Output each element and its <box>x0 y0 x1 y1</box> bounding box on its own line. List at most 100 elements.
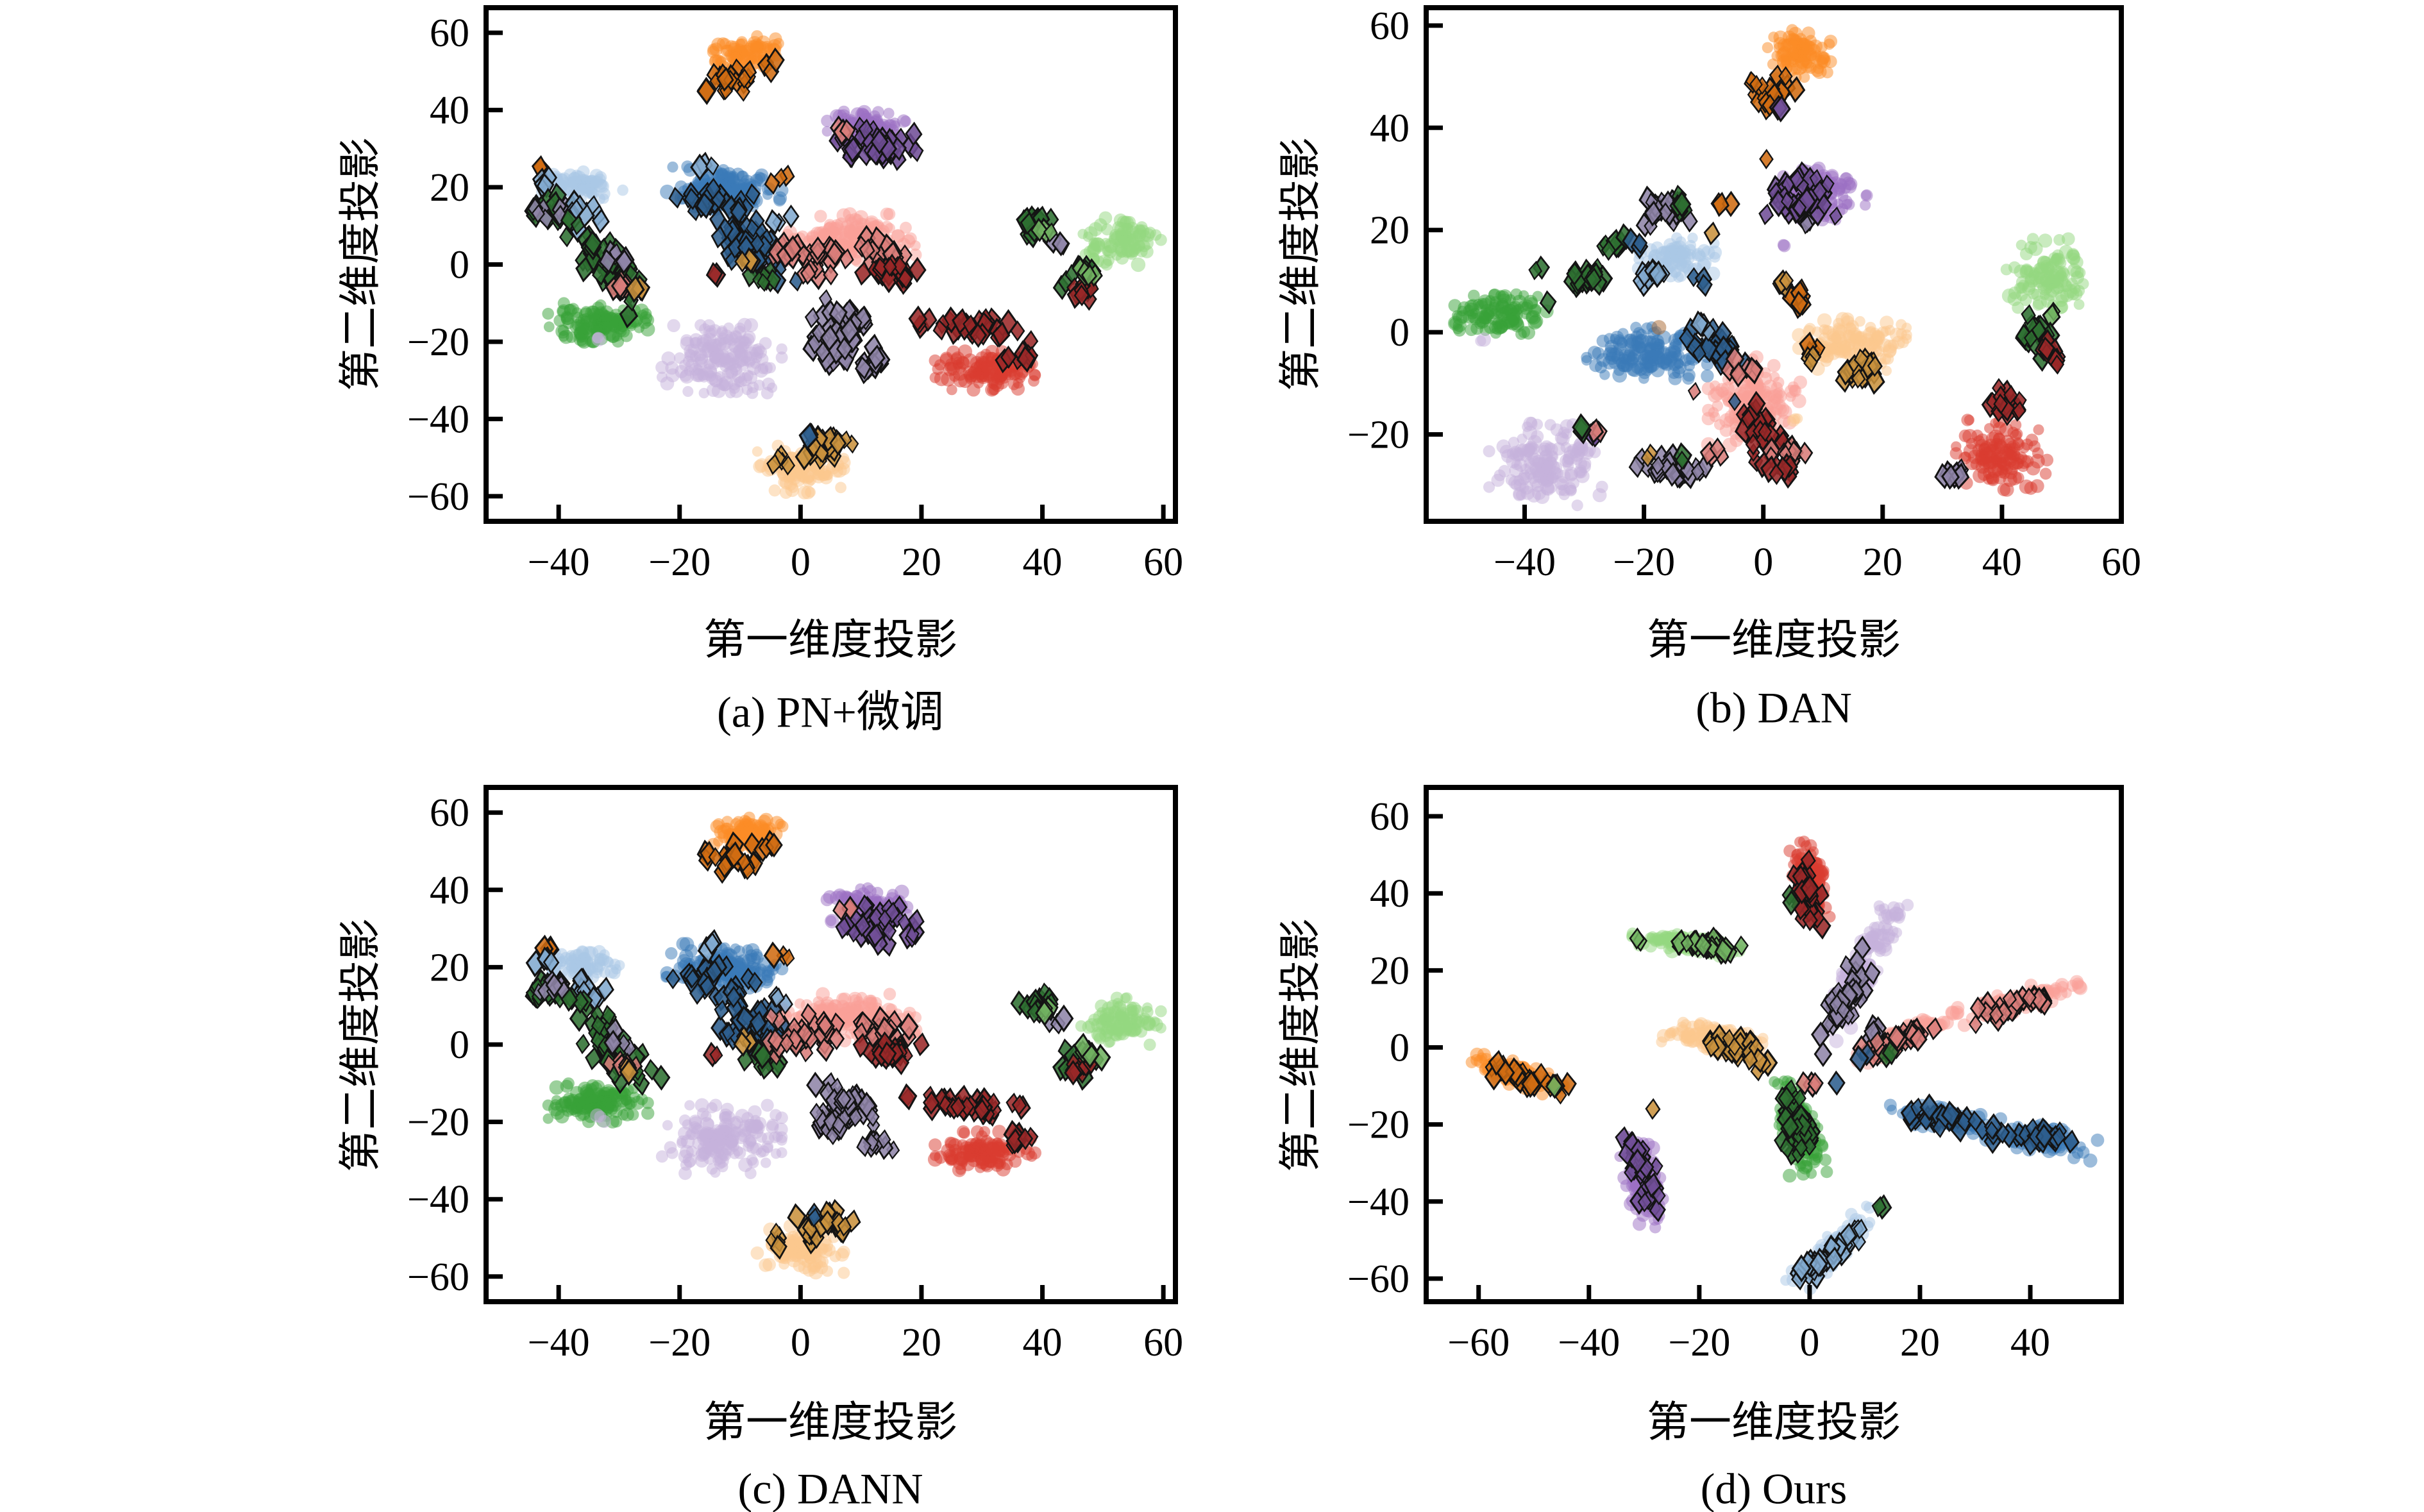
data-point-diamond-blue <box>1698 334 1718 363</box>
data-point-circle-lightpurple <box>735 375 747 388</box>
y-tick-label: 0 <box>450 244 469 287</box>
data-point-diamond-purple <box>1829 206 1843 226</box>
data-point-circle-lightgreen <box>1075 1020 1087 1032</box>
data-point-diamond-red <box>883 256 897 277</box>
data-point-circle-lightpurple <box>1556 478 1569 491</box>
x-tick-label: 20 <box>1863 541 1903 584</box>
data-point-circle-red <box>946 384 957 396</box>
data-point-circle-lightpurple <box>712 1155 723 1166</box>
data-point-diamond-lightblue <box>690 153 710 181</box>
data-point-circle-salmon <box>910 240 921 251</box>
x-tick-label: −40 <box>528 541 590 584</box>
data-point-circle-salmon <box>1710 386 1724 401</box>
data-point-circle-red <box>2028 440 2041 453</box>
data-point-diamond-lightpurple <box>804 307 820 328</box>
data-point-diamond-lightorange <box>1837 359 1856 386</box>
data-point-circle-green <box>594 299 607 311</box>
data-point-circle-lightpurple <box>1519 483 1529 494</box>
data-point-diamond-blue <box>1696 273 1713 298</box>
data-point-circle-lightorange <box>802 1263 816 1277</box>
data-point-circle-lightpurple <box>761 1098 774 1112</box>
data-point-circle-lightblue <box>594 173 606 185</box>
data-point-diamond-red <box>932 319 948 341</box>
data-point-circle-lightblue <box>1648 249 1662 263</box>
data-point-circle-lightpurple <box>1595 480 1608 493</box>
data-point-circle-blue <box>1667 366 1681 379</box>
data-point-circle-lightorange <box>793 1259 806 1272</box>
data-point-circle-brown <box>1651 320 1667 335</box>
data-point-circle-blue <box>1595 361 1607 374</box>
data-point-diamond-orange <box>1749 74 1763 94</box>
data-point-circle-red <box>1983 474 1994 485</box>
data-point-diamond-lightorange <box>1851 368 1866 389</box>
data-point-circle-green <box>641 1107 655 1120</box>
data-point-diamond-red <box>969 323 988 348</box>
data-point-circle-lightblue <box>617 184 628 196</box>
data-point-circle-purple <box>889 120 901 131</box>
data-point-circle-orange <box>1767 58 1779 70</box>
data-point-circle-lightorange <box>837 1266 850 1279</box>
data-point-circle-lightgreen <box>1101 223 1113 236</box>
data-point-circle-green <box>601 315 612 327</box>
data-point-diamond-lightpurple <box>829 299 848 327</box>
data-point-circle-lightpurple <box>761 1140 774 1153</box>
data-point-diamond-green <box>1675 450 1689 471</box>
y-tick-label: 40 <box>1370 106 1410 150</box>
data-point-circle-lightpurple <box>761 1157 771 1168</box>
data-point-diamond-green <box>2023 328 2038 349</box>
data-point-circle-salmon <box>829 227 843 241</box>
data-point-circle-blue <box>1610 330 1624 345</box>
data-point-circle-salmon <box>1777 414 1791 428</box>
data-point-circle-red <box>1960 451 1971 462</box>
data-point-circle-red <box>1011 382 1025 396</box>
data-point-circle-lightorange <box>1901 333 1912 344</box>
data-point-diamond-salmon <box>859 238 875 262</box>
data-point-diamond-lightpurple <box>545 972 564 998</box>
data-point-circle-lightorange <box>768 484 781 497</box>
data-point-diamond-lightpurple <box>531 204 545 224</box>
data-point-diamond-green <box>1601 239 1617 261</box>
data-point-circle-lightpurple <box>694 319 707 332</box>
data-point-circle-purple <box>1836 178 1847 190</box>
data-point-circle-salmon <box>1767 358 1781 373</box>
data-point-diamond-purple <box>1771 94 1791 123</box>
y-tick-label: −20 <box>407 321 469 364</box>
data-point-diamond-red <box>705 262 723 287</box>
data-point-diamond-purple <box>847 923 861 943</box>
data-point-diamond-green <box>1672 190 1692 218</box>
data-point-diamond-orange <box>1778 66 1793 87</box>
data-point-circle-lightgreen <box>2024 240 2037 254</box>
data-point-diamond-green <box>591 262 609 286</box>
data-point-diamond-salmon <box>825 241 844 267</box>
data-point-circle-lightgreen <box>2069 287 2083 301</box>
data-point-circle-lightpurple <box>754 364 768 378</box>
data-point-diamond-purple <box>1821 174 1835 194</box>
data-point-circle-red <box>958 1127 970 1139</box>
data-point-circle-green <box>543 321 555 333</box>
data-point-circle-lightgreen <box>1131 257 1146 273</box>
data-point-circle-lightblue <box>573 948 584 959</box>
data-point-circle-red <box>997 371 1008 382</box>
data-point-circle-red <box>970 1138 981 1148</box>
data-point-circle-lightpurple <box>592 332 604 344</box>
data-point-circle-lightorange <box>1839 346 1852 359</box>
data-point-circle-blue <box>730 966 744 980</box>
data-point-circle-blue <box>775 183 789 197</box>
data-point-circle-purple <box>855 883 866 895</box>
data-point-circle-blue <box>1682 372 1695 385</box>
data-point-circle-lightgreen <box>2077 278 2089 290</box>
data-point-circle-green <box>624 1098 635 1110</box>
data-point-circle-lightblue <box>1675 258 1687 271</box>
data-point-circle-lightblue <box>599 967 610 979</box>
data-point-circle-green <box>1519 301 1533 315</box>
data-point-diamond-green <box>560 987 578 1012</box>
data-point-circle-green <box>571 312 584 324</box>
data-point-circle-lightorange <box>752 446 762 457</box>
data-point-circle-lightpurple <box>774 1122 788 1136</box>
data-point-circle-orange <box>1816 42 1828 53</box>
data-point-circle-lightpurple <box>1514 443 1528 457</box>
data-point-diamond-lightpurple <box>615 249 634 274</box>
data-point-circle-lightpurple <box>655 360 669 374</box>
